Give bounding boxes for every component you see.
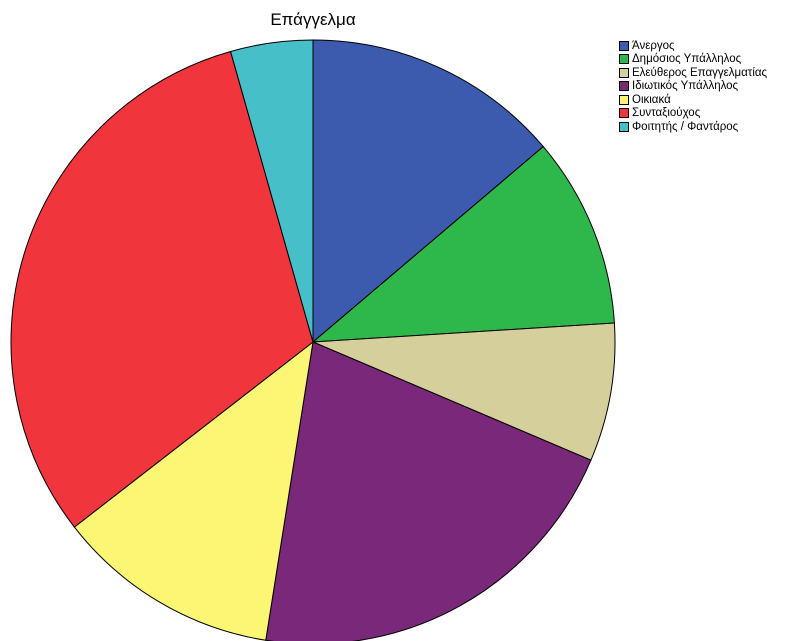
pie-slice-3 bbox=[312, 322, 616, 461]
legend: Άνεργος Δημόσιος Υπάλληλος Ελεύθερος Επαγγ… bbox=[619, 39, 767, 134]
legend-item-4: Ιδιωτικός Υπάλληλος bbox=[619, 80, 767, 94]
pie-slice-2 bbox=[311, 145, 615, 343]
legend-swatch bbox=[619, 94, 629, 105]
legend-item-5: Οικιακά bbox=[619, 93, 767, 107]
pie-slice-1 bbox=[312, 39, 544, 344]
legend-swatch bbox=[619, 108, 629, 119]
legend-label: Ελεύθερος Επαγγελματίας bbox=[632, 66, 768, 79]
legend-label: Άνεργος bbox=[632, 39, 675, 52]
pie-slice-5 bbox=[73, 340, 314, 641]
legend-swatch bbox=[619, 67, 629, 78]
legend-item-1: Άνεργος bbox=[619, 39, 767, 53]
legend-item-7: Φοιτητής / Φαντάρος bbox=[619, 120, 767, 134]
legend-label: Οικιακά bbox=[632, 93, 671, 106]
legend-item-3: Ελεύθερος Επαγγελματίας bbox=[619, 66, 767, 80]
legend-swatch bbox=[619, 40, 629, 51]
legend-swatch bbox=[619, 81, 629, 92]
chart-title: Επάγγελμα bbox=[270, 10, 356, 29]
pie-slice-6 bbox=[10, 50, 314, 528]
legend-label: Δημόσιος Υπάλληλος bbox=[632, 53, 742, 66]
legend-item-6: Συνταξιούχος bbox=[619, 107, 767, 121]
legend-swatch bbox=[619, 121, 629, 132]
legend-label: Φοιτητής / Φαντάρος bbox=[632, 120, 739, 133]
legend-item-2: Δημόσιος Υπάλληλος bbox=[619, 53, 767, 67]
pie-slice-7 bbox=[229, 39, 314, 343]
pie-slice-4 bbox=[265, 341, 592, 641]
legend-label: Ιδιωτικός Υπάλληλος bbox=[632, 80, 739, 93]
legend-swatch bbox=[619, 54, 629, 65]
legend-label: Συνταξιούχος bbox=[632, 107, 701, 120]
